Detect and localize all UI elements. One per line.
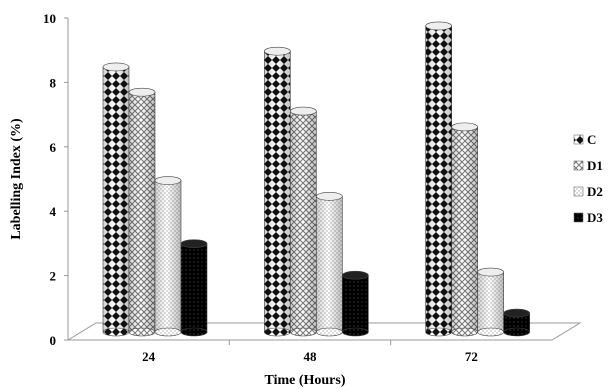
- bar-shading: [477, 272, 504, 332]
- bar-base: [425, 327, 452, 337]
- y-tick-label: 2: [50, 269, 57, 284]
- legend-item-d3: D3: [573, 210, 603, 225]
- bar-top: [425, 21, 452, 31]
- legend-label: C: [587, 132, 596, 147]
- bar-d1-72: [451, 122, 478, 337]
- bar-top: [180, 239, 208, 248]
- legend-label: D2: [587, 184, 603, 199]
- bar-base: [154, 327, 182, 337]
- legend-label: D1: [587, 158, 603, 173]
- y-tick-label: 8: [50, 75, 57, 90]
- bar-shading: [103, 66, 129, 333]
- bar-c-24: [102, 62, 130, 337]
- bar-top: [342, 270, 369, 280]
- bar-shading: [264, 51, 291, 332]
- legend: C D1 D2 D3: [573, 132, 603, 225]
- bar-c-72: [425, 21, 452, 337]
- bar-shading: [290, 111, 317, 332]
- bar-d2-72: [477, 267, 504, 337]
- bar-shading: [155, 180, 181, 332]
- x-axis-ticks: 24 48 72: [142, 340, 478, 364]
- legend-item-c: C: [573, 132, 596, 147]
- bar-base: [102, 327, 130, 337]
- x-tick-label: 72: [465, 349, 478, 364]
- bar-base: [477, 327, 504, 337]
- bar-top: [316, 192, 343, 201]
- bar-c-48: [264, 46, 291, 337]
- bar-top: [128, 87, 156, 97]
- bar-shading: [425, 25, 452, 332]
- bar-shading: [181, 243, 207, 332]
- bar-shading: [316, 196, 343, 332]
- bar-base: [503, 327, 530, 337]
- bar-top: [451, 122, 478, 132]
- y-tick-label: 10: [43, 11, 56, 26]
- bar-d1-24: [128, 87, 156, 337]
- bar-top: [154, 176, 182, 185]
- bar-series: [102, 21, 530, 337]
- legend-swatch: [573, 160, 584, 171]
- bar-top: [503, 308, 530, 318]
- bar-top: [290, 106, 317, 116]
- bar-base: [290, 327, 317, 337]
- bar-shading: [129, 92, 155, 332]
- bar-base: [180, 327, 208, 337]
- legend-item-d2: D2: [573, 184, 603, 199]
- y-axis-title: Labelling Index (%): [9, 118, 24, 240]
- bar-top: [264, 46, 291, 56]
- bar-base: [342, 327, 369, 337]
- y-tick-label: 0: [50, 333, 57, 348]
- x-tick-label: 24: [142, 349, 156, 364]
- y-tick-label: 6: [50, 140, 57, 155]
- bar-d3-48: [342, 270, 369, 337]
- x-axis-title: Time (Hours): [264, 373, 345, 388]
- bar-top: [477, 267, 504, 277]
- bar-d3-24: [180, 239, 208, 337]
- bar-shading: [503, 313, 530, 332]
- y-tick-label: 4: [50, 204, 57, 219]
- legend-swatch: [573, 186, 584, 197]
- bar-base: [451, 327, 478, 337]
- bar-base: [264, 327, 291, 337]
- y-axis-ticks: 0 2 4 6 8 10: [43, 11, 68, 348]
- bar-d3-72: [503, 308, 530, 337]
- bar-d2-24: [154, 176, 182, 337]
- legend-swatch: [573, 212, 584, 223]
- legend-swatch: [573, 134, 584, 145]
- bar-d1-48: [290, 106, 317, 337]
- x-tick-label: 48: [304, 349, 318, 364]
- bar-top: [102, 62, 130, 72]
- legend-label: D3: [587, 210, 603, 225]
- bar-d2-48: [316, 192, 343, 337]
- legend-item-d1: D1: [573, 158, 603, 173]
- bar-base: [316, 327, 343, 337]
- bar-shading: [342, 275, 369, 332]
- bar-base: [128, 327, 156, 337]
- bar-shading: [451, 126, 478, 332]
